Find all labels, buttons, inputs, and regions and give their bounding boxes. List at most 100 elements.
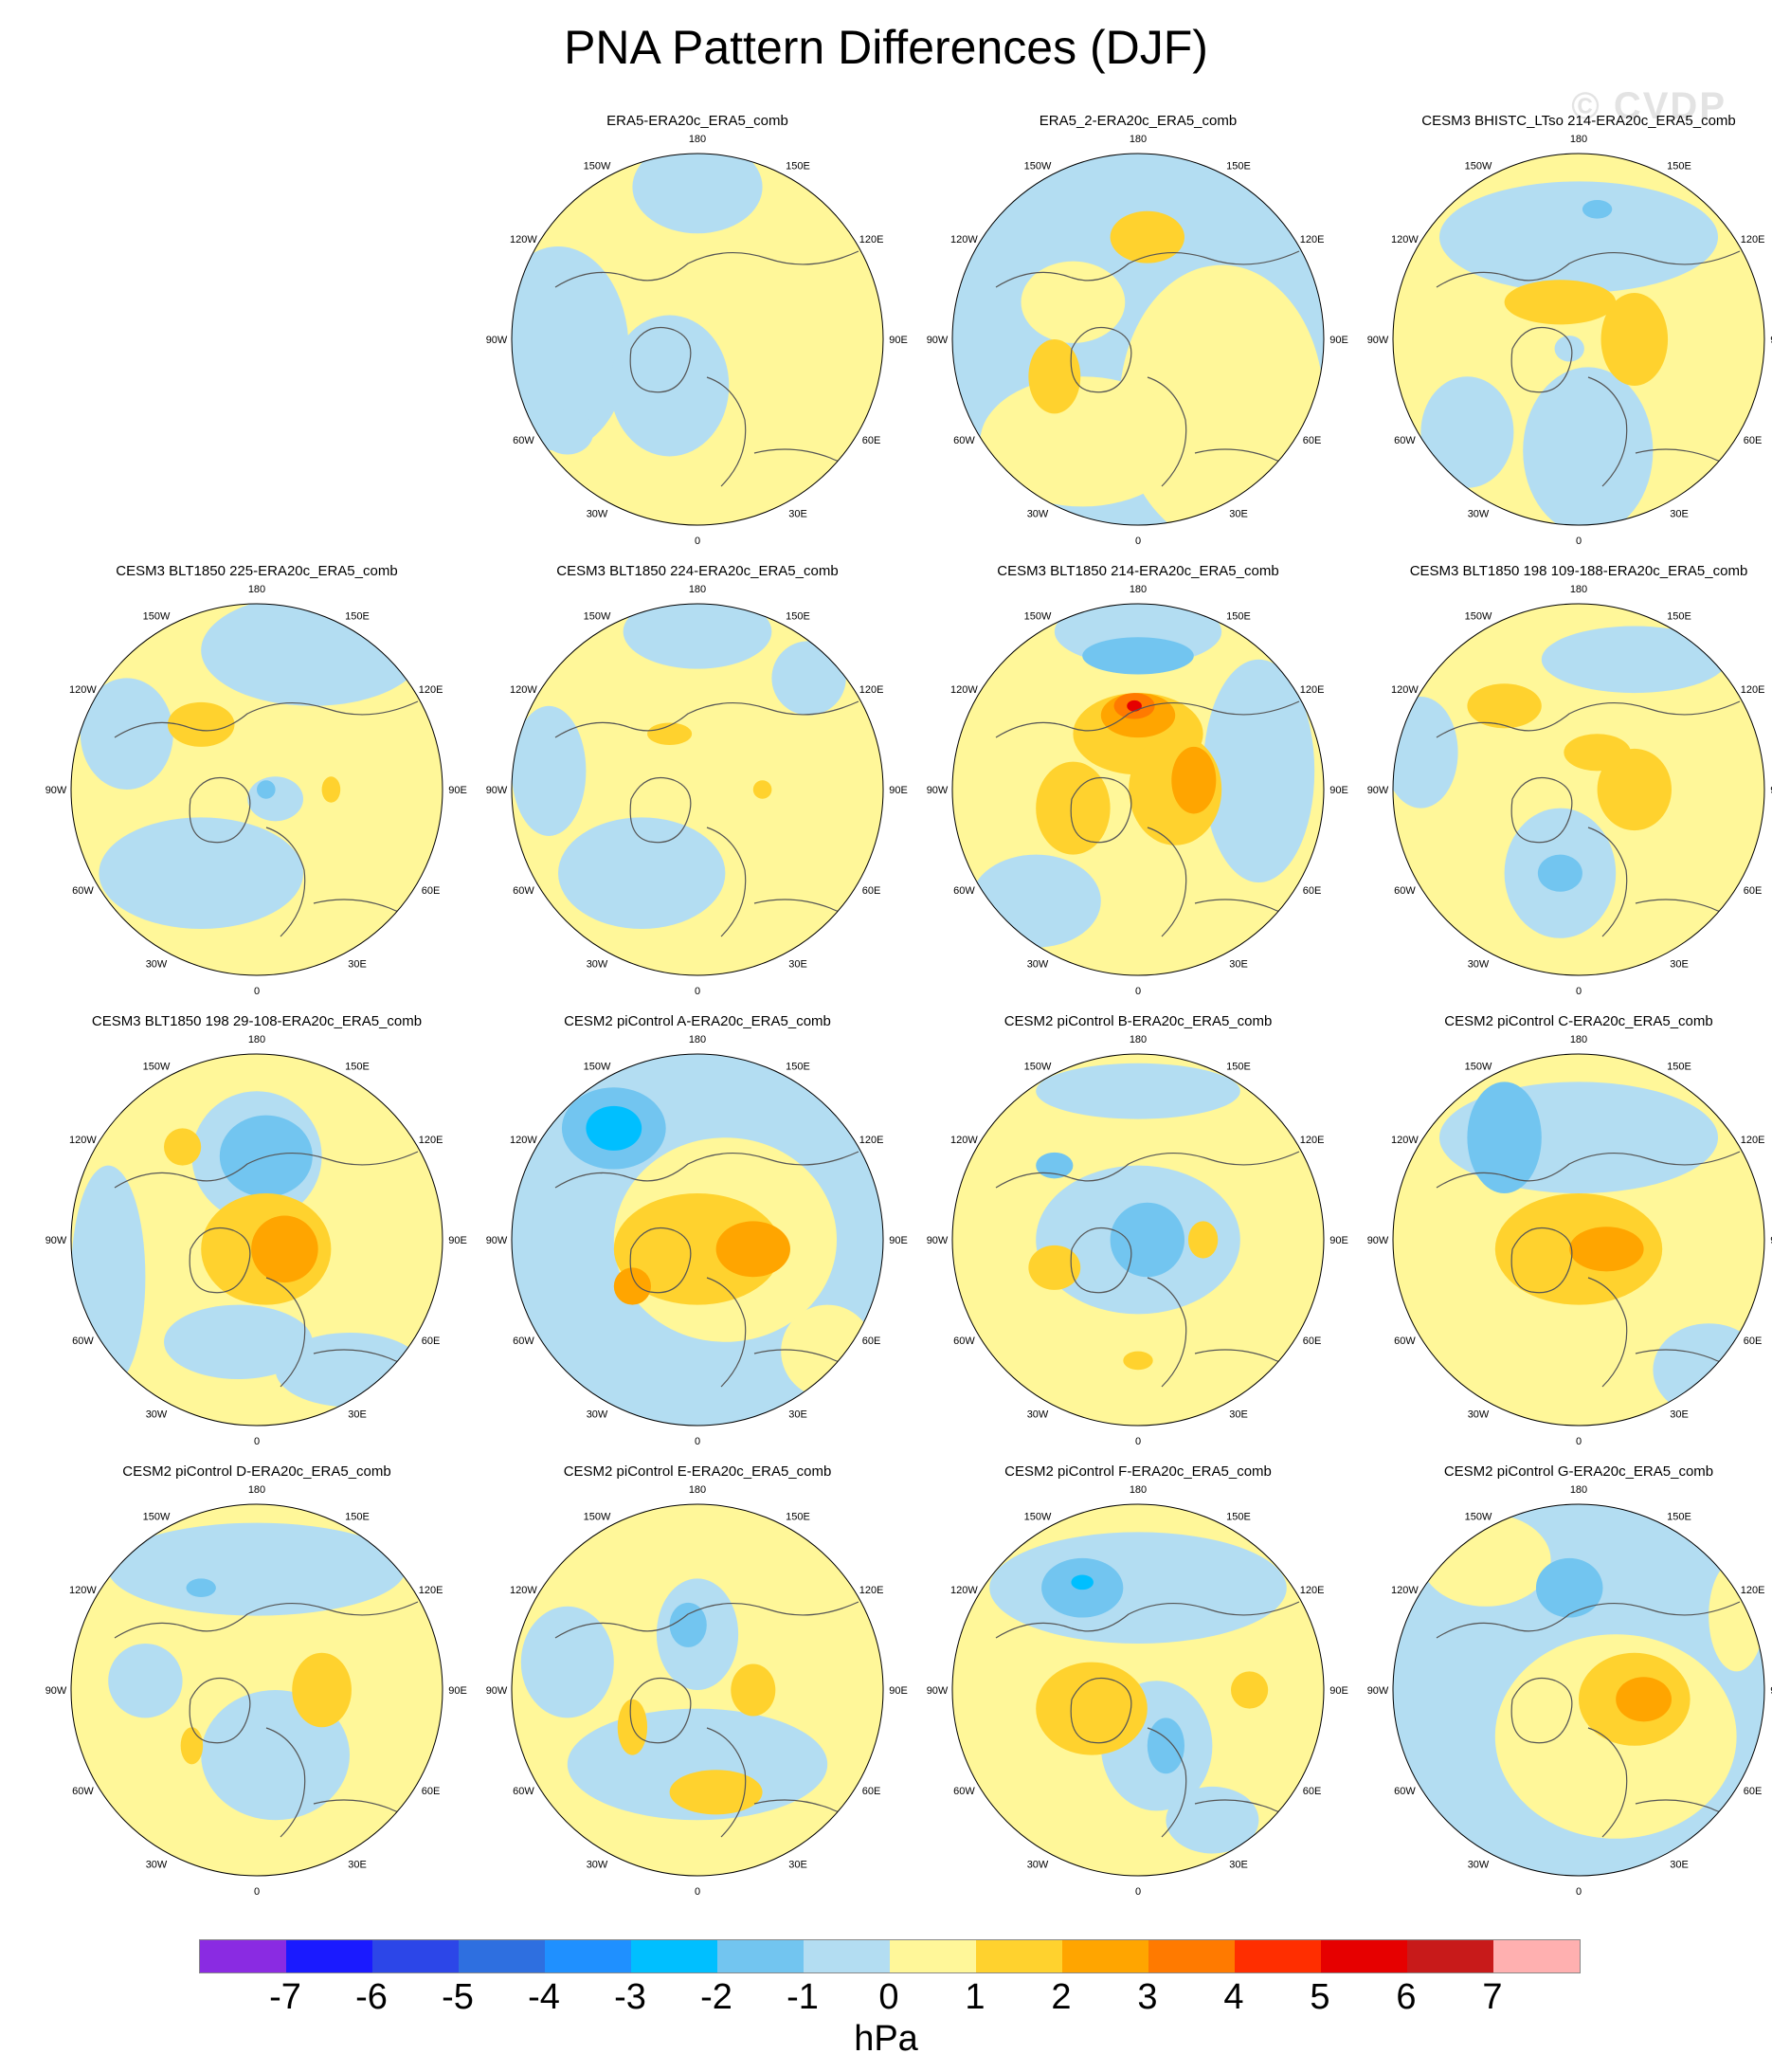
colorbar <box>199 1939 1581 1973</box>
anomaly-contour <box>1467 683 1542 729</box>
longitude-label: 150E <box>786 1511 810 1522</box>
coastline <box>1436 1601 1760 1838</box>
longitude-label: 120E <box>1741 1135 1765 1146</box>
panel-title: CESM2 piControl B-ERA20c_ERA5_comb <box>1004 1013 1273 1029</box>
longitude-label: 60W <box>513 1336 534 1347</box>
longitude-label: 180 <box>248 585 265 595</box>
longitude-label: 150E <box>1667 160 1691 172</box>
longitude-label: 0 <box>1576 1436 1582 1447</box>
panel-title: CESM2 piControl A-ERA20c_ERA5_comb <box>564 1013 831 1029</box>
coastline <box>554 700 878 937</box>
longitude-label: 90W <box>927 1685 949 1697</box>
map-panel: CESM2 piControl F-ERA20c_ERA5_comb 180 150… <box>919 1463 1357 1908</box>
longitude-label: 90W <box>927 1235 949 1246</box>
anomaly-contour <box>970 854 1101 948</box>
map-border <box>511 1053 884 1427</box>
map-panel: CESM2 piControl D-ERA20c_ERA5_comb 180 150… <box>38 1463 476 1908</box>
map-panel: CESM3 BHISTC_LTso 214-ERA20c_ERA5_comb 18… <box>1360 112 1772 557</box>
colorbar-swatch <box>804 1940 890 1972</box>
anomaly-contour <box>1420 1513 1551 1607</box>
colorbar-tick-label: -2 <box>700 1977 732 2017</box>
anomaly-contour <box>647 722 693 745</box>
anomaly-contour <box>1569 1227 1644 1272</box>
colorbar-tick-label: 3 <box>1137 1977 1158 2017</box>
anomaly-contour <box>1600 293 1669 386</box>
longitude-label: 0 <box>695 536 700 547</box>
longitude-label: 120E <box>1741 234 1765 245</box>
longitude-label: 60E <box>862 1336 881 1347</box>
longitude-label: 30W <box>146 1860 168 1871</box>
longitude-label: 120E <box>1300 234 1325 245</box>
longitude-label: 0 <box>254 1886 260 1898</box>
anomaly-contour <box>771 641 846 716</box>
longitude-label: 30W <box>587 1409 608 1421</box>
longitude-label: 120E <box>1741 1585 1765 1596</box>
map-panel: CESM2 piControl A-ERA20c_ERA5_comb 180 150… <box>479 1012 916 1458</box>
anomaly-contour <box>1028 1245 1081 1290</box>
anomaly-contour <box>1036 1662 1148 1755</box>
longitude-label: 90E <box>1770 1685 1772 1697</box>
polar-map: 180 150E 120E 90E 60E 30E 0 30W 60W 90W 120W 150W <box>1367 1035 1772 1447</box>
colorbar-ticks: -7 -6 -5 -4 -3 -2 -1 0 1 2 3 4 5 6 7 <box>199 1977 1579 2025</box>
longitude-label: 150W <box>1024 160 1052 172</box>
longitude-label: 60W <box>953 435 975 446</box>
anomaly-contour <box>1537 854 1582 892</box>
anomaly-contour <box>752 780 772 799</box>
longitude-label: 120E <box>1300 1135 1325 1146</box>
map-panel: ERA5-ERA20c_ERA5_comb 180 150E 120E 90E 60E 30… <box>479 112 916 557</box>
anomaly-contour <box>586 1105 642 1151</box>
longitude-label: 60W <box>513 885 534 897</box>
map-border <box>951 1503 1325 1877</box>
colorbar-swatch <box>717 1940 804 1972</box>
polar-map: 180 150E 120E 90E 60E 30E 0 30W 60W 90W 120W 150W <box>1367 135 1772 547</box>
anomaly-contour <box>99 817 303 929</box>
colorbar-tick-label: 0 <box>878 1977 899 2017</box>
colorbar-swatch <box>200 1940 286 1972</box>
longitude-label: 60E <box>1303 1786 1322 1797</box>
anomaly-contour <box>1709 1559 1764 1672</box>
coastline <box>554 250 878 487</box>
longitude-label: 60E <box>422 885 441 897</box>
colorbar-tick-label: 5 <box>1310 1977 1330 2017</box>
polar-map: 180 150E 120E 90E 60E 30E 0 30W 60W 90W 120W 150W <box>45 1485 467 1898</box>
map-panel: CESM3 BLT1850 224-ERA20c_ERA5_comb 180 150… <box>479 562 916 1008</box>
map-border <box>1392 603 1765 976</box>
anomaly-contour <box>80 678 173 790</box>
longitude-label: 150E <box>1226 610 1251 622</box>
map-border <box>951 153 1325 526</box>
anomaly-contour <box>1187 1221 1219 1259</box>
map-border <box>70 603 443 976</box>
anomaly-contour <box>1504 280 1617 325</box>
longitude-label: 0 <box>1576 536 1582 547</box>
longitude-label: 120W <box>950 684 978 696</box>
longitude-label: 90E <box>1329 785 1348 796</box>
longitude-label: 90E <box>1329 1235 1348 1246</box>
longitude-label: 120E <box>859 234 884 245</box>
longitude-label: 0 <box>1135 536 1141 547</box>
panel-title: CESM2 piControl F-ERA20c_ERA5_comb <box>1004 1463 1272 1480</box>
map-border <box>511 1503 884 1877</box>
map-panel: CESM3 BLT1850 214-ERA20c_ERA5_comb 180 150… <box>919 562 1357 1008</box>
longitude-label: 30E <box>1229 509 1248 520</box>
anomaly-contour <box>167 701 235 747</box>
map-panel: CESM3 BLT1850 198 109-188-ERA20c_ERA5_co… <box>1360 562 1772 1008</box>
panel-title: CESM2 piControl G-ERA20c_ERA5_comb <box>1443 1463 1714 1480</box>
longitude-label: 60E <box>862 435 881 446</box>
map-panel: CESM2 piControl E-ERA20c_ERA5_comb 180 150… <box>479 1463 916 1908</box>
longitude-label: 180 <box>1570 1485 1587 1496</box>
anomaly-contour <box>1564 734 1631 772</box>
longitude-label: 30W <box>1468 1860 1490 1871</box>
panel-title: CESM3 BLT1850 198 29-108-ERA20c_ERA5_com… <box>91 1013 423 1029</box>
colorbar-tick-label: 4 <box>1223 1977 1244 2017</box>
longitude-label: 180 <box>689 1035 706 1045</box>
longitude-label: 150W <box>1465 160 1492 172</box>
longitude-label: 90W <box>45 785 67 796</box>
longitude-label: 30E <box>1670 1860 1689 1871</box>
longitude-label: 90W <box>1367 1235 1389 1246</box>
anomaly-contour <box>1554 336 1584 362</box>
colorbar-swatch <box>372 1940 459 1972</box>
map-panel: CESM3 BLT1850 225-ERA20c_ERA5_comb 180 150… <box>38 562 476 1008</box>
longitude-label: 150E <box>345 1511 370 1522</box>
longitude-label: 150E <box>1226 1511 1251 1522</box>
longitude-label: 0 <box>1135 1886 1141 1898</box>
